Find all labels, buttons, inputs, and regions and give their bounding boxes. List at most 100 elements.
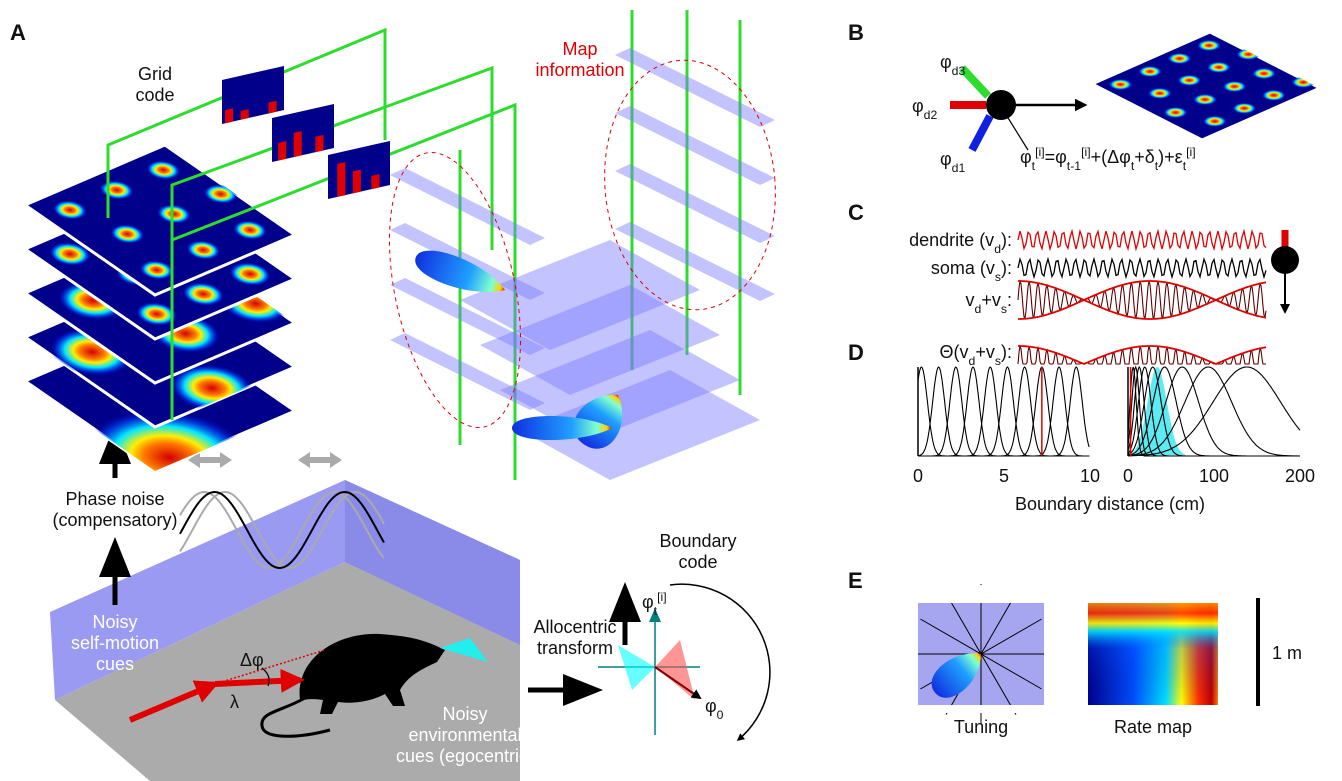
text-part: d3: [952, 64, 966, 78]
text-line: self-motion: [71, 633, 159, 653]
text-line: Map: [562, 39, 597, 59]
module-bar: [278, 141, 286, 160]
text-part: +δ: [1134, 147, 1155, 167]
text-line: (compensatory): [52, 510, 177, 530]
grid-code-label: Gridcode: [135, 64, 174, 105]
shift-head: [298, 452, 310, 468]
equation: φt[i]=φt-1[i]+(Δφt+δt)+εt[i]: [1020, 145, 1196, 173]
module-bar: [353, 170, 361, 194]
phi-0: φ0: [705, 696, 724, 722]
shift-head: [220, 452, 232, 468]
text-part: =φ: [1045, 147, 1067, 167]
text-part: φ: [1020, 147, 1032, 167]
phase-noise-label: Phase noise(compensatory): [52, 489, 177, 530]
text-line: information: [535, 60, 624, 80]
text-line: Phase noise: [65, 489, 164, 509]
row-label: Θ(vd+vs):: [940, 342, 1012, 368]
module-bar: [315, 135, 323, 152]
bar-module: [328, 141, 390, 199]
input-d3: [962, 68, 988, 96]
rate-top: [1088, 603, 1218, 705]
lambda: λ: [230, 692, 239, 712]
text-part: φ: [642, 592, 654, 612]
tuning-label: Tuning: [954, 717, 1008, 737]
row-label: soma (vs):: [931, 258, 1012, 284]
panel-label: B: [848, 20, 864, 45]
text-part: dendrite (v: [909, 230, 994, 250]
module-bar: [337, 162, 345, 197]
d-tick-label: 0: [1123, 466, 1133, 486]
input-label: φd2: [912, 96, 937, 122]
text-part: Θ(v: [940, 342, 969, 362]
row-label: dendrite (vd):: [909, 230, 1012, 256]
neuron: [986, 90, 1016, 120]
text-part: t: [1032, 159, 1036, 173]
text-part: [i]: [1081, 145, 1091, 159]
panel-label: E: [848, 568, 863, 593]
module-bar: [371, 174, 379, 189]
text-part: φ: [912, 96, 924, 116]
scale-label: 1 m: [1272, 643, 1302, 663]
panel-label: A: [10, 20, 26, 45]
d-xlabel: Boundary distance (cm): [1015, 494, 1205, 514]
shift-head: [330, 452, 342, 468]
panel-label: C: [848, 200, 864, 225]
boundary-code-label: Boundarycode: [659, 531, 736, 572]
text-part: :: [1007, 290, 1012, 310]
text-part: t: [1183, 159, 1187, 173]
text-line: code: [678, 552, 717, 572]
envelope: [1018, 300, 1266, 319]
text-part: φ: [705, 696, 717, 716]
phi-t: φt[i]: [642, 590, 667, 618]
threshold-trace: [1018, 346, 1266, 364]
text-line: code: [135, 85, 174, 105]
text-line: cues: [96, 654, 134, 674]
text-part: [i]: [657, 590, 667, 604]
text-line: cues (egocentric): [396, 746, 534, 766]
input-label: φd3: [940, 52, 965, 78]
text-part: d1: [952, 161, 966, 175]
module-bar: [225, 108, 233, 123]
c-soma: [1271, 246, 1299, 274]
text-line: Grid: [138, 64, 172, 84]
text-part: v: [966, 290, 975, 310]
text-part: d2: [924, 108, 938, 122]
text-part: t: [654, 604, 658, 618]
text-part: ):: [1001, 342, 1012, 362]
d-tick-label: 200: [1285, 466, 1315, 486]
text-part: φ: [940, 52, 952, 72]
input-label: φd1: [940, 149, 965, 175]
text-part: [i]: [1186, 145, 1196, 159]
figure: ABCDEΔφλNoisyself-motioncuesNoisyenviron…: [0, 0, 1342, 781]
text-part: +(Δφ: [1091, 147, 1131, 167]
text-line: Boundary: [659, 531, 736, 551]
text-line: Allocentric: [533, 617, 616, 637]
text-line: Noisy: [92, 612, 137, 632]
text-part: φ: [940, 149, 952, 169]
text-part: [i]: [1035, 145, 1045, 159]
tuning-mask: [910, 705, 1054, 713]
text-part: t-1: [1067, 159, 1081, 173]
bar-module: [272, 104, 334, 162]
text-part: ):: [1001, 258, 1012, 278]
d-tick-label: 5: [999, 466, 1009, 486]
map-information-label: Mapinformation: [535, 39, 624, 80]
d-tick-label: 10: [1080, 466, 1100, 486]
rate-map-label: Rate map: [1114, 717, 1192, 737]
tuning-mask: [910, 585, 1054, 603]
module-bar: [241, 109, 249, 120]
dendrite-trace: [1018, 231, 1266, 249]
module-bar: [269, 101, 277, 114]
grid-map: [1092, 29, 1326, 140]
d-tick-label: 100: [1199, 466, 1229, 486]
tuning-mask: [910, 595, 918, 713]
text-line: transform: [537, 638, 613, 658]
text-line: environmental: [408, 725, 521, 745]
input-d1: [972, 116, 990, 150]
text-part: )+ε: [1158, 147, 1183, 167]
text-part: ):: [1001, 230, 1012, 250]
text-line: Noisy: [442, 704, 487, 724]
soma-trace: [1018, 259, 1266, 277]
bar-module: [222, 66, 284, 124]
